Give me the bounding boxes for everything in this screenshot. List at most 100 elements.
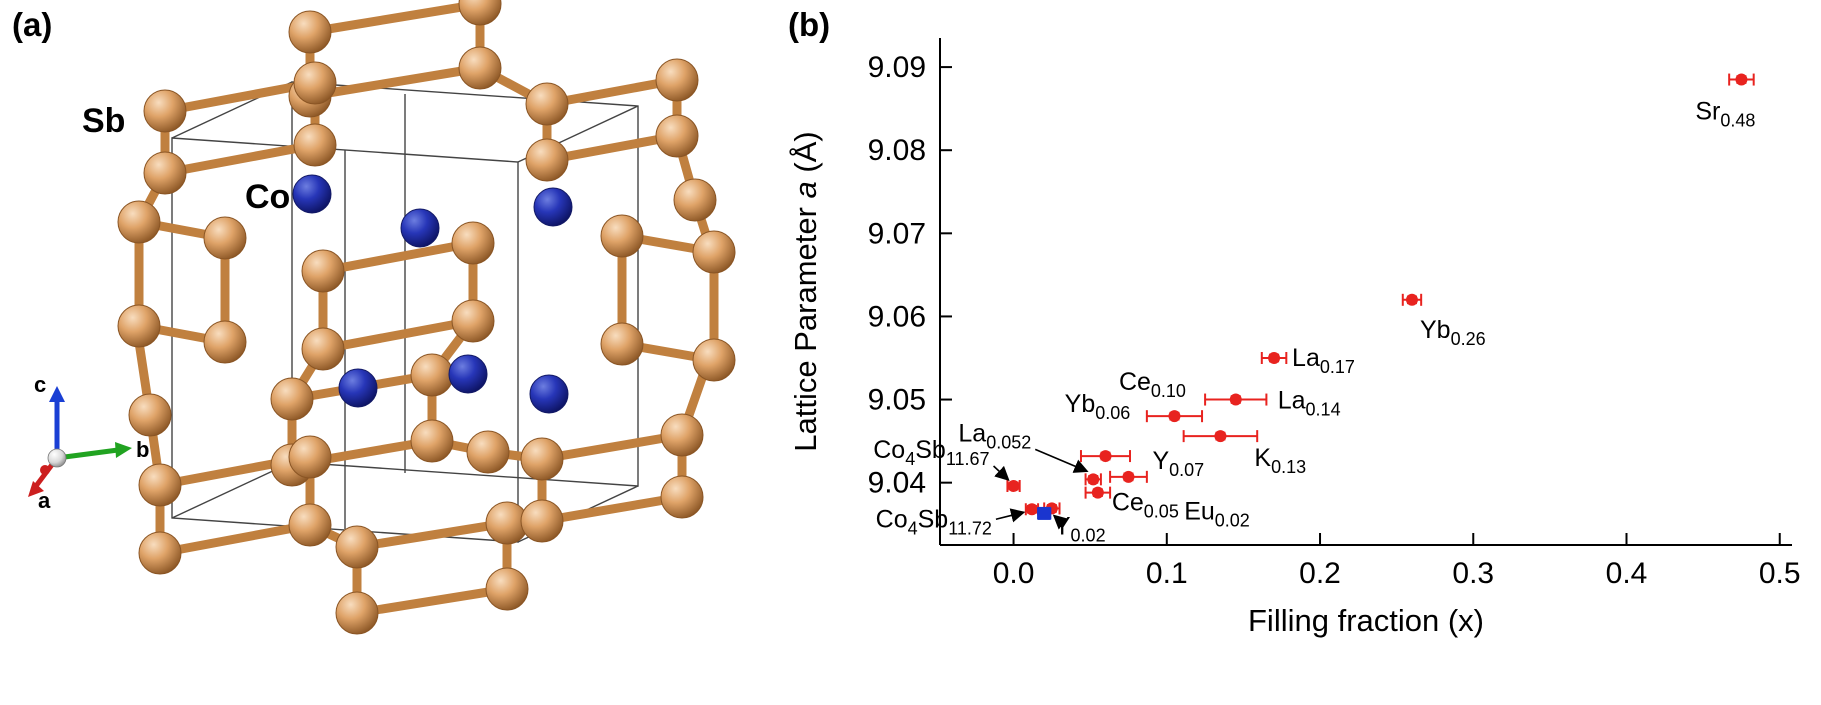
sb-atom <box>660 413 704 457</box>
sb-atom <box>288 10 332 54</box>
sb-atom <box>288 503 332 547</box>
sb-atom <box>451 221 495 265</box>
data-point-La0.052 <box>1087 473 1100 486</box>
sb-atom <box>655 114 699 158</box>
data-point-Yb0.26 <box>1405 293 1418 306</box>
data-point-K0.13 <box>1214 430 1227 443</box>
sb-sb-bond <box>537 430 687 464</box>
data-point-Sr0.48 <box>1735 73 1748 86</box>
sb-atom-label: Sb <box>82 102 125 140</box>
sb-atom <box>143 151 187 195</box>
annotation-arrow <box>993 465 1010 481</box>
sb-sb-bond <box>352 518 512 552</box>
axis-a-label: a <box>38 488 51 513</box>
sb-sb-bond <box>160 140 320 178</box>
sb-atom <box>410 353 454 397</box>
sb-atom <box>520 437 564 481</box>
triad-origin-sphere <box>47 448 67 468</box>
sb-atom <box>301 327 345 371</box>
sb-atom <box>458 0 502 26</box>
sb-sb-bond <box>318 238 478 276</box>
sb-atom <box>655 58 699 102</box>
sb-atom <box>673 178 717 222</box>
sb-sb-bond <box>542 75 682 109</box>
sb-sb-bond <box>542 131 682 165</box>
atoms-and-bonds <box>117 0 736 635</box>
y-tick-label: 9.05 <box>868 384 926 417</box>
sb-atom <box>117 200 161 244</box>
x-tick-label: 0.2 <box>1299 557 1341 590</box>
sb-atom <box>335 591 379 635</box>
sb-sb-bond <box>352 584 512 618</box>
point-label-Co4Sb11.72: Co4Sb11.72 <box>876 505 992 538</box>
sb-atom <box>692 230 736 274</box>
y-tick-label: 9.09 <box>868 51 926 84</box>
panel-a: (a) <box>0 0 770 705</box>
sb-atom <box>301 249 345 293</box>
point-label-Eu0.02: Eu0.02 <box>1184 497 1250 530</box>
y-axis-title: Lattice Parameter a (Å) <box>788 131 823 451</box>
co-atom <box>338 368 378 408</box>
sb-atom <box>293 123 337 167</box>
sb-atom <box>458 46 502 90</box>
sb-atom <box>117 304 161 348</box>
sb-atom <box>128 393 172 437</box>
point-label-Ce0.10: Ce0.10 <box>1119 368 1186 401</box>
y-tick-label: 9.06 <box>868 300 926 333</box>
sb-atom <box>143 89 187 133</box>
point-label-Yb0.26: Yb0.26 <box>1420 316 1486 349</box>
sb-atom <box>485 567 529 611</box>
y-tick-label: 9.07 <box>868 217 926 250</box>
sb-atom <box>600 322 644 366</box>
co-atom <box>529 374 569 414</box>
axis-b-arrow <box>115 442 132 458</box>
data-point-Eu0.02 <box>1037 506 1051 520</box>
panel-a-label: (a) <box>12 6 53 43</box>
sb-atom <box>692 338 736 382</box>
point-label-Sr0.48: Sr0.48 <box>1695 98 1755 131</box>
panel-b: (b) 0.0 0.1 0.2 0.3 0.4 0.5 9.04 9.05 9.06 9.07 9.… <box>770 0 1821 705</box>
sb-sb-bond <box>537 492 687 526</box>
sb-atom <box>410 419 454 463</box>
sb-atom <box>288 435 332 479</box>
sb-atom <box>451 299 495 343</box>
sb-sb-bond <box>155 520 315 558</box>
sb-atom <box>660 475 704 519</box>
data-point-La0.14 <box>1229 393 1242 406</box>
x-axis-title: Filling fraction (x) <box>1248 603 1484 638</box>
annotation-arrow <box>1034 448 1089 473</box>
data-point-La0.17 <box>1268 351 1281 364</box>
axes-triad: c b a <box>28 372 149 513</box>
sb-atom <box>203 320 247 364</box>
co-atom <box>400 208 440 248</box>
sb-atom <box>466 430 510 474</box>
x-tick-label: 0.4 <box>1606 557 1648 590</box>
point-label-La0.14: La0.14 <box>1278 387 1341 420</box>
x-tick-label: 0.0 <box>993 557 1035 590</box>
sb-atom <box>525 82 569 126</box>
point-label-Y0.02: Y0.02 <box>1054 512 1106 545</box>
x-tick-label: 0.1 <box>1146 557 1188 590</box>
y-tick-label: 9.08 <box>868 134 926 167</box>
point-label-Y0.07: Y0.07 <box>1152 447 1204 480</box>
data-point-Co4Sb11.72 <box>1025 503 1038 516</box>
annotation-arrow <box>1052 514 1069 530</box>
sb-atom <box>335 525 379 569</box>
point-label-La0.052: La0.052 <box>958 419 1031 452</box>
data-point-Yb0.06 <box>1099 450 1112 463</box>
point-label-Yb0.06: Yb0.06 <box>1065 390 1131 423</box>
co-atom <box>533 187 573 227</box>
point-label-Ce0.05: Ce0.05 <box>1112 489 1179 522</box>
sb-atom <box>270 377 314 421</box>
sb-sb-bond <box>318 316 478 354</box>
lattice-parameter-scatter-plot: 0.0 0.1 0.2 0.3 0.4 0.5 9.04 9.05 9.06 9.07 9.08 9.… <box>788 38 1801 638</box>
point-label-Co4Sb11.67: Co4Sb11.67 <box>873 436 989 469</box>
annotation-arrow <box>995 508 1026 523</box>
triad-a-sphere <box>40 465 50 475</box>
sb-atom <box>520 499 564 543</box>
sb-atom <box>525 138 569 182</box>
sb-atom <box>138 463 182 507</box>
sb-sb-bond <box>305 63 485 101</box>
data-point-Y0.07 <box>1122 470 1135 483</box>
